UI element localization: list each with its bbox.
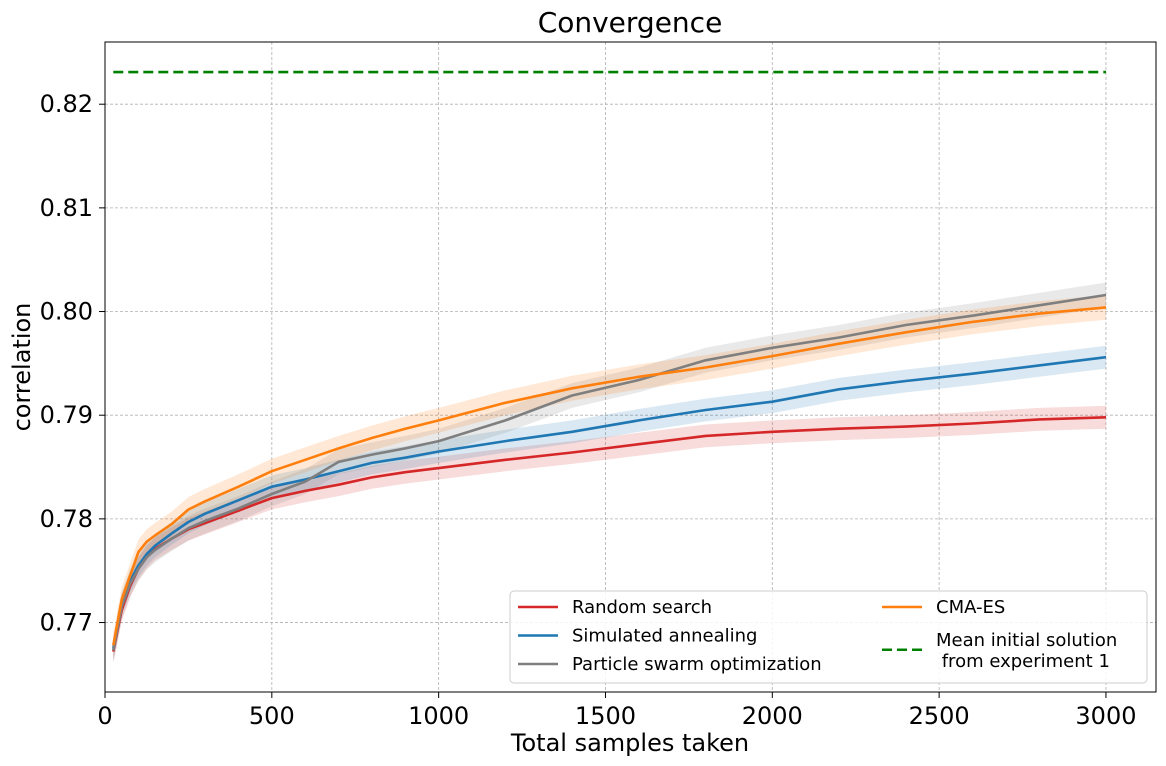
x-axis-label: Total samples taken bbox=[510, 729, 749, 757]
confidence-bands bbox=[113, 282, 1107, 663]
chart-title: Convergence bbox=[538, 6, 723, 39]
y-axis-ticks: 0.77 0.78 0.79 0.80 0.81 0.82 bbox=[40, 90, 105, 637]
y-tick-label: 0.77 bbox=[40, 609, 93, 637]
y-tick-label: 0.80 bbox=[40, 298, 93, 326]
y-tick-label: 0.82 bbox=[40, 90, 93, 118]
legend-label: Particle swarm optimization bbox=[572, 654, 822, 675]
legend-label: CMA-ES bbox=[936, 597, 1005, 618]
x-tick-label: 1000 bbox=[408, 702, 469, 730]
confidence-band bbox=[113, 282, 1107, 663]
legend: Random search Simulated annealing Particle… bbox=[509, 590, 1148, 684]
series-line bbox=[112, 306, 1107, 646]
series-line bbox=[112, 355, 1107, 649]
x-tick-label: 1500 bbox=[575, 702, 636, 730]
legend-box bbox=[509, 590, 1148, 684]
grid-lines bbox=[104, 42, 1156, 692]
confidence-band bbox=[113, 405, 1107, 663]
x-tick-label: 2500 bbox=[909, 702, 970, 730]
x-tick-label: 3000 bbox=[1075, 702, 1136, 730]
x-tick-label: 500 bbox=[249, 702, 295, 730]
legend-label: Mean initial solution from experiment 1 bbox=[936, 630, 1117, 672]
y-tick-label: 0.79 bbox=[40, 401, 93, 429]
y-tick-label: 0.78 bbox=[40, 505, 93, 533]
y-axis-label: correlation bbox=[8, 303, 36, 432]
confidence-band bbox=[113, 345, 1107, 660]
x-tick-label: 0 bbox=[97, 702, 112, 730]
x-axis-ticks: 0 500 1000 1500 2000 2500 3000 bbox=[97, 692, 1136, 730]
x-tick-label: 2000 bbox=[742, 702, 803, 730]
plot-frame bbox=[104, 41, 1157, 693]
legend-label: Simulated annealing bbox=[572, 626, 757, 647]
y-tick-label: 0.81 bbox=[40, 194, 93, 222]
series-line bbox=[112, 293, 1107, 651]
series-lines bbox=[112, 70, 1107, 652]
legend-label: Random search bbox=[572, 597, 712, 618]
